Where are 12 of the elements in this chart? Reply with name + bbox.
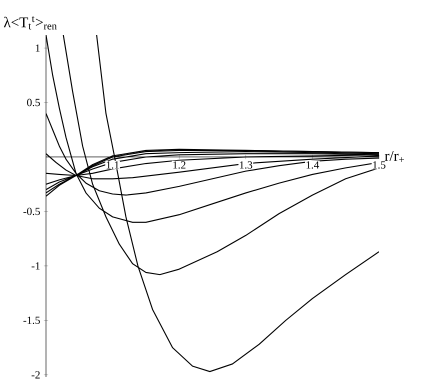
y-tick-label: -2 <box>32 371 40 378</box>
y-tick-label: 1 <box>36 44 40 52</box>
x-tick-label: 1.4 <box>306 161 320 169</box>
x-tick-label: 1.2 <box>173 161 186 169</box>
x-tick-label: 1.1 <box>106 161 119 169</box>
y-axis-title: λ<T$_{t}$$^{t}$>$_{ren}$ <box>4 16 57 30</box>
y-tick-label: -0.5 <box>23 208 40 216</box>
x-axis-title: r/r$_{+}$ <box>384 150 404 162</box>
x-tick-label: 1.5 <box>373 161 386 169</box>
y-tick-label: -1 <box>32 262 40 270</box>
y-tick-label: -1.5 <box>23 316 40 324</box>
y-tick-label: 0.5 <box>27 98 40 106</box>
